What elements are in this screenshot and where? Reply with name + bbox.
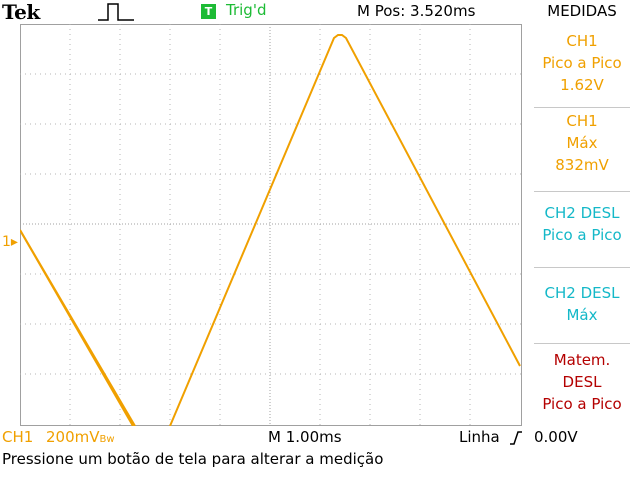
bandwidth-limit-indicator: Bw	[99, 434, 115, 445]
ch1-waveform-trace-rise	[19, 229, 136, 427]
channel-1-ground-marker: 1▸	[2, 234, 18, 250]
measurement-4-type: Máx	[566, 306, 598, 324]
trigger-status-badge: T	[201, 4, 216, 19]
trigger-source: Linha	[459, 428, 500, 446]
measurement-4-button[interactable]: CH2 DESL Máx	[524, 267, 640, 326]
channel-1-label: CH1	[2, 428, 34, 446]
measurement-3-source: CH2 DESL	[544, 204, 620, 222]
status-message: Pressione um botão de tela para alterar …	[2, 450, 384, 468]
acquisition-pulse-icon	[98, 3, 134, 21]
header-bar: Tek T Trig'd M Pos: 3.520ms MEDIDAS	[0, 0, 640, 24]
measurement-sidebar: CH1 Pico a Pico 1.62V CH1 Máx 832mV CH2 …	[524, 24, 640, 430]
channel-1-scale: 200mVBw	[46, 428, 115, 446]
measurement-2-source: CH1	[566, 112, 598, 130]
divider	[534, 267, 630, 268]
graticule	[19, 24, 522, 427]
measure-menu-title: MEDIDAS	[547, 2, 617, 20]
waveform-display	[19, 24, 522, 427]
brand-logo: Tek	[2, 0, 40, 24]
channel-readout-bar: CH1 200mVBw M 1.00ms Linha 0.00V	[0, 426, 640, 448]
measurement-2-type: Máx	[566, 134, 598, 152]
measurement-1-value: 1.62V	[560, 76, 604, 94]
volts-per-div: 200mV	[46, 428, 100, 446]
trigger-level: 0.00V	[534, 428, 578, 446]
measurement-1-source: CH1	[566, 32, 598, 50]
divider	[534, 343, 630, 344]
measurement-2-button[interactable]: CH1 Máx 832mV	[524, 107, 640, 176]
measurement-3-button[interactable]: CH2 DESL Pico a Pico	[524, 191, 640, 246]
ch1-waveform-trace-main	[169, 34, 521, 427]
horizontal-position: M Pos: 3.520ms	[357, 2, 476, 20]
measurement-5-source: Matem.	[553, 351, 611, 369]
rising-edge-icon	[510, 431, 522, 445]
measurement-2-value: 832mV	[555, 156, 609, 174]
divider	[534, 107, 630, 108]
measurement-5-state: DESL	[562, 373, 602, 391]
measurement-1-button[interactable]: CH1 Pico a Pico 1.62V	[524, 30, 640, 96]
measurement-3-type: Pico a Pico	[542, 226, 622, 244]
measurement-5-type: Pico a Pico	[542, 395, 622, 413]
divider	[534, 191, 630, 192]
trigger-status: Trig'd	[226, 1, 267, 19]
time-per-division: M 1.00ms	[268, 428, 342, 446]
measurement-5-button[interactable]: Matem. DESL Pico a Pico	[524, 343, 640, 415]
measurement-1-type: Pico a Pico	[542, 54, 622, 72]
measurement-4-source: CH2 DESL	[544, 284, 620, 302]
